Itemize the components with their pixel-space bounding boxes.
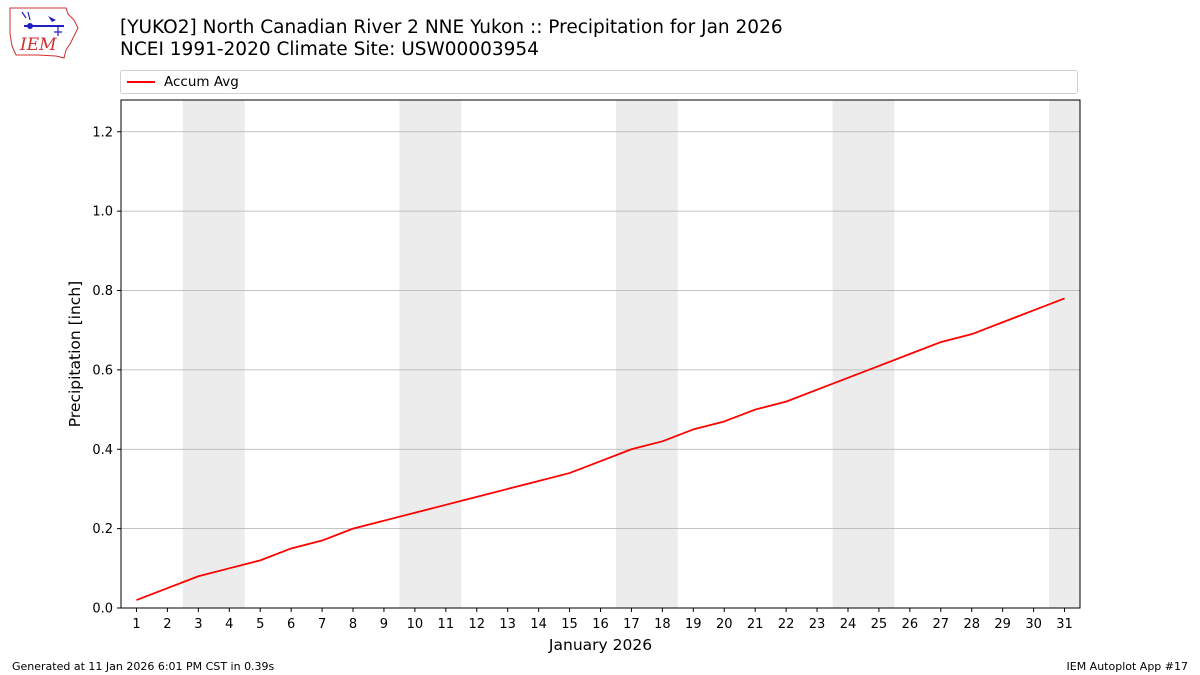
y-tick-label: 0.0 xyxy=(92,602,113,617)
plot-frame xyxy=(120,99,1081,609)
x-tick-label: 4 xyxy=(225,617,233,632)
x-tick-label: 16 xyxy=(592,617,609,632)
x-tick-label: 31 xyxy=(1056,617,1073,632)
x-tick-label: 6 xyxy=(287,617,295,632)
x-axis-label: January 2026 xyxy=(548,636,652,654)
generated-timestamp: Generated at 11 Jan 2026 6:01 PM CST in … xyxy=(12,660,275,673)
x-tick-label: 27 xyxy=(933,617,950,632)
weekend-band xyxy=(832,100,895,608)
x-tick-label: 24 xyxy=(840,617,857,632)
y-tick-label: 0.4 xyxy=(92,443,113,458)
x-tick-label: 15 xyxy=(561,617,578,632)
weekend-band xyxy=(1049,100,1080,608)
iem-logo: IEM xyxy=(9,7,79,59)
title-line-2: NCEI 1991-2020 Climate Site: USW00003954 xyxy=(120,39,539,60)
y-tick-label: 0.2 xyxy=(92,522,113,537)
x-tick-label: 7 xyxy=(318,617,326,632)
x-tick-label: 18 xyxy=(654,617,671,632)
weekend-band xyxy=(182,100,245,608)
legend-label-accum-avg: Accum Avg xyxy=(164,74,239,90)
y-tick-label: 1.2 xyxy=(92,125,113,140)
x-tick-label: 9 xyxy=(380,617,388,632)
x-tick-label: 30 xyxy=(1025,617,1042,632)
x-tick-label: 1 xyxy=(132,617,140,632)
x-tick-label: 17 xyxy=(623,617,640,632)
x-tick-label: 23 xyxy=(809,617,826,632)
title-line-1: [YUKO2] North Canadian River 2 NNE Yukon… xyxy=(120,17,783,38)
x-tick-label: 8 xyxy=(349,617,357,632)
app-id: IEM Autoplot App #17 xyxy=(1066,660,1189,673)
y-axis-label: Precipitation [inch] xyxy=(66,281,84,427)
weekend-band xyxy=(399,100,462,608)
x-tick-label: 19 xyxy=(685,617,702,632)
x-tick-label: 21 xyxy=(747,617,764,632)
x-tick-label: 26 xyxy=(902,617,919,632)
y-tick-label: 0.6 xyxy=(92,363,113,378)
x-tick-label: 13 xyxy=(499,617,516,632)
x-tick-label: 2 xyxy=(163,617,171,632)
series-line-accum-avg xyxy=(136,297,1065,601)
legend: Accum Avg xyxy=(120,70,1078,94)
x-tick-label: 29 xyxy=(994,617,1011,632)
x-tick-label: 25 xyxy=(871,617,888,632)
x-tick-label: 3 xyxy=(194,617,202,632)
x-tick-label: 28 xyxy=(963,617,980,632)
y-tick-label: 1.0 xyxy=(92,205,113,220)
weekend-band xyxy=(615,100,678,608)
x-tick-label: 14 xyxy=(530,617,547,632)
x-tick-label: 5 xyxy=(256,617,264,632)
chart-title: [YUKO2] North Canadian River 2 NNE Yukon… xyxy=(120,17,783,61)
x-tick-label: 22 xyxy=(778,617,795,632)
x-tick-label: 12 xyxy=(468,617,485,632)
y-tick-label: 0.8 xyxy=(92,284,113,299)
logo-text: IEM xyxy=(19,35,57,55)
x-tick-label: 11 xyxy=(438,617,455,632)
legend-line-swatch xyxy=(127,81,155,83)
x-tick-label: 10 xyxy=(407,617,424,632)
x-tick-label: 20 xyxy=(716,617,733,632)
